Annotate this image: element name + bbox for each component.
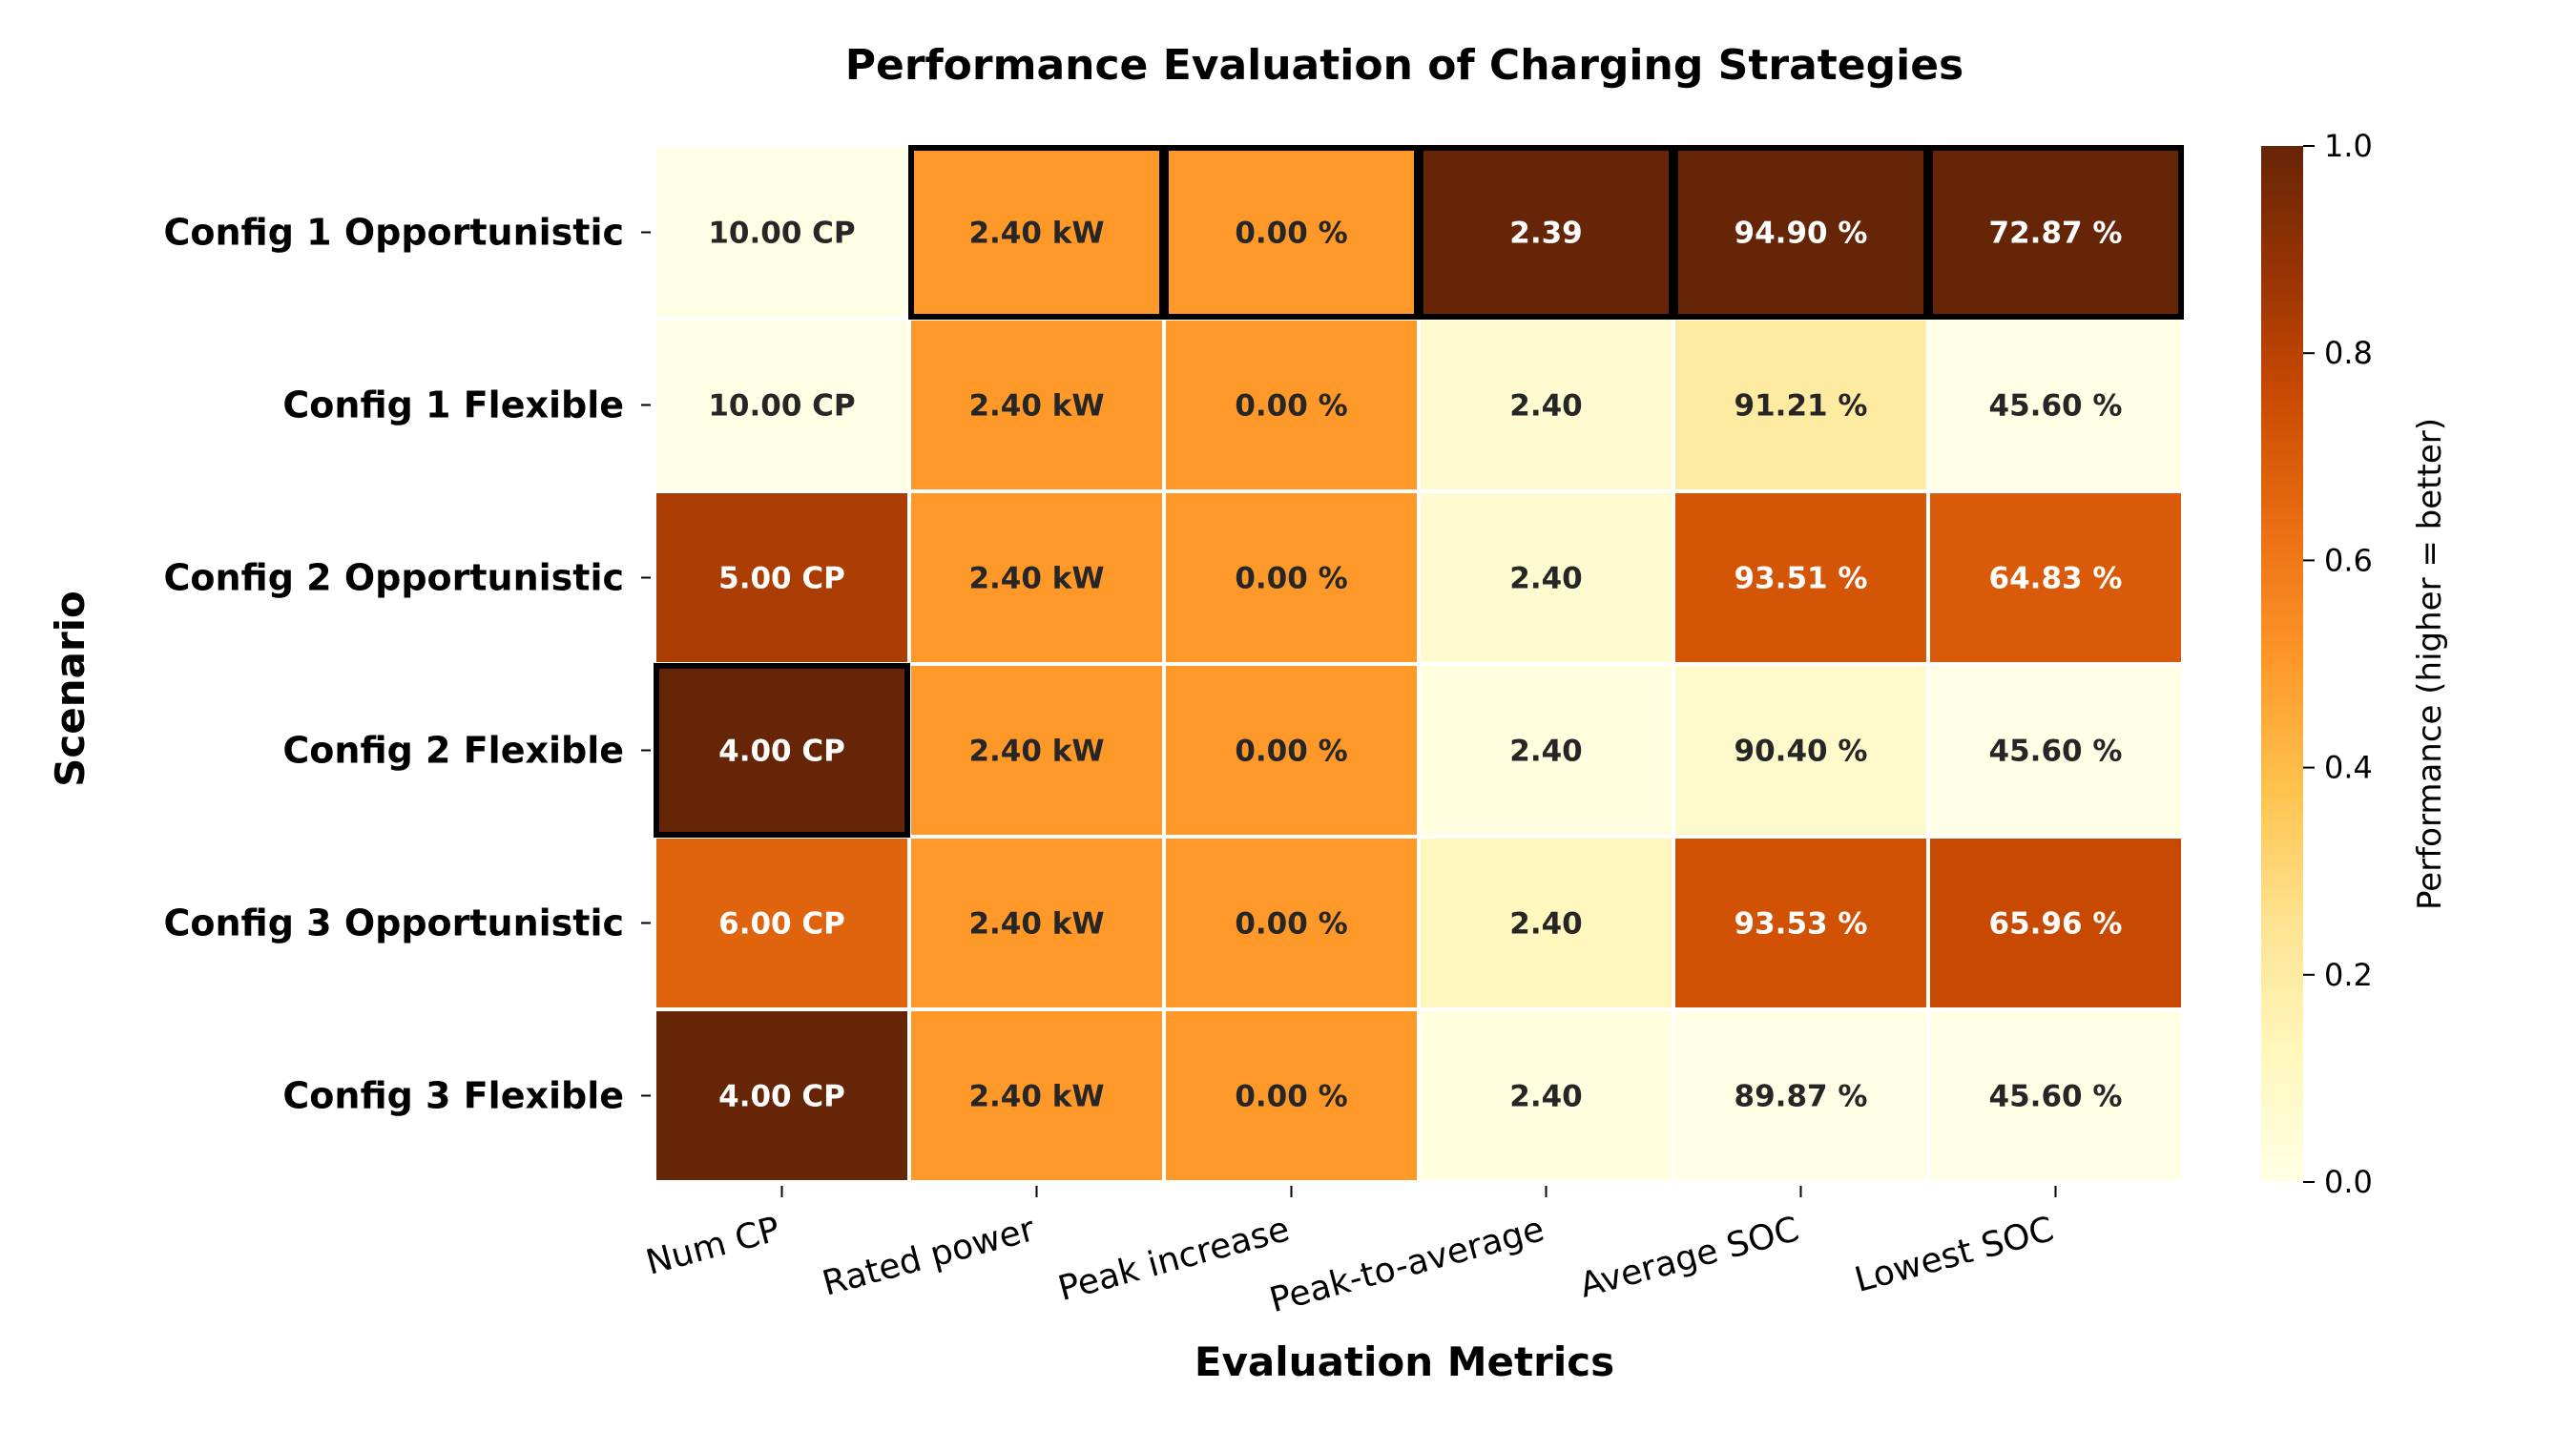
- heatmap-cell: [653, 662, 911, 839]
- heatmap-cell: [907, 1007, 1166, 1184]
- best-value-outline: [1418, 145, 1674, 320]
- heatmap-cell: [907, 489, 1166, 666]
- cell-value-label: 2.40: [1509, 562, 1583, 596]
- heatmap-cell: [1926, 317, 2185, 493]
- cell-value-label: 0.00 %: [1235, 217, 1347, 251]
- cell-value-label: 65.96 %: [1989, 907, 2123, 942]
- heatmap-cell: [907, 317, 1166, 493]
- row-labels: Config 1 Opportunistic Config 1 Flexible C…: [164, 212, 651, 1117]
- cell-value-label: 2.40: [1509, 735, 1583, 769]
- cell-value-label: 0.00 %: [1235, 562, 1347, 596]
- cell-value-label: 10.00 CP: [708, 217, 855, 251]
- cell-value-label: 89.87 %: [1735, 1080, 1868, 1114]
- heatmap-cell: [1162, 1007, 1421, 1184]
- colorbar-tick-label: 1.0: [2324, 128, 2373, 164]
- cell-value-label: 45.60 %: [1989, 1080, 2123, 1114]
- cell-value-label: 2.40 kW: [968, 907, 1104, 942]
- heatmap-cell: [1162, 489, 1421, 666]
- heatmap-cell: [1672, 1007, 1930, 1184]
- cell-value-label: 45.60 %: [1989, 735, 2123, 769]
- best-value-outline: [1163, 145, 1420, 320]
- heatmap-cell: [653, 489, 911, 666]
- row-label: Config 2 Opportunistic: [164, 557, 625, 599]
- colorbar-tick-label: 0.4: [2324, 750, 2373, 786]
- colorbar-label: Performance (higher = better): [2411, 418, 2449, 910]
- heatmap-cells: 10.00 CP 2.40 kW 0.00 % 2.39 94.90 % 72.87 % 1…: [653, 144, 2185, 1184]
- cell-value-label: 94.90 %: [1735, 217, 1868, 251]
- cell-value-label: 91.21 %: [1735, 389, 1868, 424]
- cell-value-label: 6.00 CP: [718, 907, 845, 942]
- row-label: Config 1 Opportunistic: [164, 212, 625, 254]
- cell-value-label: 2.40 kW: [968, 735, 1104, 769]
- column-label: Lowest SOC: [1851, 1210, 2058, 1300]
- column-labels: Num CP Rated power Peak increasePeak-to-av…: [642, 1186, 2058, 1320]
- cell-value-label: 90.40 %: [1735, 735, 1868, 769]
- y-axis-title: Scenario: [47, 591, 93, 787]
- row-label: Config 3 Flexible: [282, 1075, 624, 1117]
- column-label: Peak increase: [1054, 1210, 1294, 1309]
- heatmap-cell: [1162, 317, 1421, 493]
- cell-value-label: 72.87 %: [1989, 217, 2123, 251]
- chart-title: Performance Evaluation of Charging Strat…: [845, 41, 1964, 90]
- cell-value-label: 2.40: [1509, 1080, 1583, 1114]
- column-label: Average SOC: [1576, 1210, 1803, 1306]
- cell-value-label: 2.40 kW: [968, 1080, 1104, 1114]
- cell-value-label: 93.53 %: [1735, 907, 1868, 942]
- colorbar-ticks: 0.0 0.2 0.4 0.6 0.8 1.0: [2303, 128, 2373, 1200]
- cell-value-label: 5.00 CP: [718, 562, 845, 596]
- cell-value-label: 0.00 %: [1235, 907, 1347, 942]
- colorbar-tick-label: 0.0: [2324, 1164, 2373, 1200]
- heatmap-cell: [653, 144, 911, 321]
- column-label: Rated power: [819, 1210, 1039, 1304]
- best-highlights: [654, 145, 2184, 838]
- cell-value-label: 0.00 %: [1235, 735, 1347, 769]
- cell-value-label: 2.40: [1509, 907, 1583, 942]
- best-value-outline: [654, 663, 910, 838]
- cell-value-label: 0.00 %: [1235, 389, 1347, 424]
- heatmap-cell: [1672, 662, 1930, 839]
- heatmap-cell: [1417, 835, 1675, 1011]
- cell-value-label: 2.40 kW: [968, 562, 1104, 596]
- colorbar-tick-label: 0.2: [2324, 957, 2373, 993]
- heatmap-cell: [1162, 662, 1421, 839]
- heatmap-cell: [1926, 662, 2185, 839]
- cell-value-label: 2.40 kW: [968, 217, 1104, 251]
- cell-value-label: 4.00 CP: [718, 1080, 845, 1114]
- row-label: Config 3 Opportunistic: [164, 902, 625, 944]
- heatmap-cell: [1672, 835, 1930, 1011]
- heatmap-cell: [1162, 835, 1421, 1011]
- heatmap-cell: [1926, 1007, 2185, 1184]
- cell-value-label: 2.39: [1509, 217, 1583, 251]
- best-value-outline: [908, 145, 1165, 320]
- cell-value-label: 64.83 %: [1989, 562, 2123, 596]
- x-axis-title: Evaluation Metrics: [1195, 1338, 1614, 1385]
- colorbar-tick-label: 0.6: [2324, 542, 2373, 578]
- cell-value-label: 45.60 %: [1989, 389, 2123, 424]
- cell-value-label: 10.00 CP: [708, 389, 855, 424]
- colorbar-tick-label: 0.8: [2324, 335, 2373, 371]
- cell-value-label: 4.00 CP: [718, 735, 845, 769]
- cell-value-label: 0.00 %: [1235, 1080, 1347, 1114]
- cell-value-label: 2.40: [1509, 389, 1583, 424]
- row-label: Config 1 Flexible: [282, 384, 624, 426]
- cell-value-label: 2.40 kW: [968, 389, 1104, 424]
- cell-value-label: 93.51 %: [1735, 562, 1868, 596]
- heatmap-cell: [1672, 489, 1930, 666]
- column-label: Num CP: [642, 1210, 784, 1283]
- best-value-outline: [1672, 145, 1929, 320]
- best-value-outline: [1927, 145, 2184, 320]
- colorbar: [2261, 146, 2303, 1182]
- heatmap-cell: [1417, 1007, 1675, 1184]
- heatmap-cell: [1926, 489, 2185, 666]
- row-label: Config 2 Flexible: [282, 730, 624, 772]
- column-label: Peak-to-average: [1266, 1210, 1548, 1320]
